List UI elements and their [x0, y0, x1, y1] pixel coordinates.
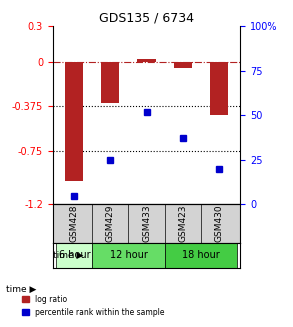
FancyBboxPatch shape: [56, 243, 92, 268]
Legend: log ratio, percentile rank within the sample: log ratio, percentile rank within the sa…: [18, 292, 168, 320]
Title: GDS135 / 6734: GDS135 / 6734: [99, 12, 194, 25]
FancyBboxPatch shape: [165, 243, 237, 268]
Text: GSM423: GSM423: [178, 205, 187, 242]
Text: GSM430: GSM430: [214, 205, 223, 242]
Text: 12 hour: 12 hour: [110, 250, 147, 260]
Bar: [65, 62, 84, 181]
Text: GSM429: GSM429: [106, 205, 115, 242]
Bar: [137, 60, 156, 62]
Text: 18 hour: 18 hour: [182, 250, 219, 260]
Text: time ▶: time ▶: [6, 285, 36, 294]
Text: time ▶: time ▶: [53, 251, 84, 260]
Text: 6 hour: 6 hour: [59, 250, 90, 260]
Text: GSM428: GSM428: [70, 205, 79, 242]
FancyBboxPatch shape: [92, 243, 165, 268]
Bar: [101, 62, 120, 103]
Text: GSM433: GSM433: [142, 205, 151, 242]
Bar: [209, 62, 228, 115]
Bar: [173, 62, 192, 68]
